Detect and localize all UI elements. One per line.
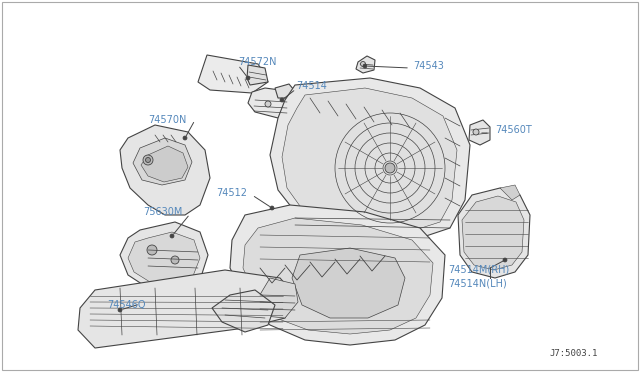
Text: 75630M: 75630M: [143, 207, 182, 217]
Circle shape: [473, 129, 479, 135]
Circle shape: [385, 163, 395, 173]
Circle shape: [183, 136, 187, 140]
Text: 74514N(LH): 74514N(LH): [448, 279, 507, 289]
Text: 74514: 74514: [296, 81, 327, 91]
Polygon shape: [275, 84, 294, 98]
Text: 74572N: 74572N: [238, 57, 276, 67]
Polygon shape: [230, 205, 445, 345]
Circle shape: [171, 256, 179, 264]
Polygon shape: [469, 120, 490, 145]
Polygon shape: [243, 218, 433, 334]
Circle shape: [170, 234, 174, 238]
Circle shape: [265, 101, 271, 107]
Polygon shape: [247, 65, 268, 85]
Polygon shape: [141, 146, 188, 182]
Polygon shape: [356, 56, 375, 73]
Polygon shape: [120, 125, 210, 215]
Polygon shape: [212, 290, 275, 332]
Polygon shape: [248, 88, 292, 118]
Polygon shape: [78, 270, 295, 348]
Circle shape: [147, 245, 157, 255]
Polygon shape: [270, 78, 470, 240]
Circle shape: [118, 308, 122, 312]
Text: J7:5003.1: J7:5003.1: [550, 349, 598, 358]
Polygon shape: [133, 138, 192, 185]
Polygon shape: [282, 88, 457, 232]
Polygon shape: [458, 188, 530, 278]
Text: 74560T: 74560T: [495, 125, 532, 135]
Circle shape: [143, 155, 153, 165]
Text: 74570N: 74570N: [148, 115, 186, 125]
Circle shape: [280, 98, 284, 102]
Text: 74546Q: 74546Q: [107, 300, 145, 310]
Circle shape: [363, 64, 367, 68]
Polygon shape: [258, 278, 298, 318]
Polygon shape: [462, 196, 524, 270]
Text: 74543: 74543: [413, 61, 444, 71]
Text: 74512: 74512: [216, 188, 247, 198]
Circle shape: [503, 258, 507, 262]
Polygon shape: [292, 248, 405, 318]
Circle shape: [270, 206, 274, 210]
Polygon shape: [128, 232, 200, 284]
Polygon shape: [500, 185, 520, 200]
Circle shape: [145, 157, 150, 163]
Text: 74514M(RH): 74514M(RH): [448, 265, 509, 275]
Polygon shape: [198, 55, 268, 93]
Circle shape: [360, 61, 365, 67]
Polygon shape: [120, 222, 208, 292]
Circle shape: [246, 76, 250, 80]
